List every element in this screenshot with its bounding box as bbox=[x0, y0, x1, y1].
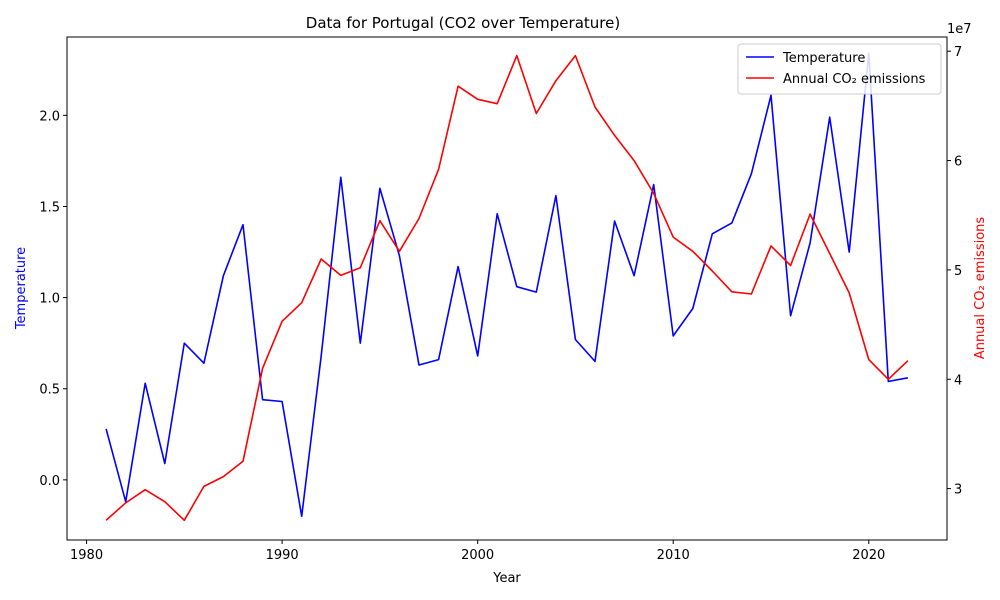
legend: Temperature Annual CO₂ emissions bbox=[737, 43, 942, 95]
y-axis-right-label: Annual CO₂ emissions bbox=[973, 217, 988, 360]
y-left-tick-label: 2.0 bbox=[39, 109, 60, 124]
x-axis-label: Year bbox=[492, 571, 521, 586]
left-axis: 0.0 0.5 1.0 1.5 2.0 bbox=[39, 109, 67, 489]
legend-label: Annual CO₂ emissions bbox=[783, 72, 926, 87]
y-right-tick-label: 6 bbox=[954, 155, 962, 170]
y-axis-right-offset-label: 1e7 bbox=[947, 22, 972, 37]
legend-box bbox=[737, 43, 942, 95]
plot-frame bbox=[66, 36, 948, 541]
plot-area bbox=[105, 52, 909, 522]
y-right-tick-label: 4 bbox=[954, 373, 962, 388]
y-right-tick-label: 5 bbox=[954, 264, 962, 279]
x-tick-label: 1990 bbox=[266, 548, 299, 563]
chart-title: Data for Portugal (CO2 over Temperature) bbox=[306, 14, 620, 32]
y-left-tick-label: 0.5 bbox=[39, 383, 60, 398]
x-tick-label: 2000 bbox=[461, 548, 494, 563]
series-line-co2 bbox=[105, 54, 909, 522]
y-left-tick-label: 0.0 bbox=[39, 474, 60, 489]
legend-label: Temperature bbox=[782, 51, 865, 66]
x-axis: 1980 1990 2000 2010 2020 bbox=[70, 540, 885, 563]
x-tick-label: 2020 bbox=[852, 548, 885, 563]
y-axis-left-label: Temperature bbox=[14, 247, 29, 330]
y-left-tick-label: 1.0 bbox=[39, 292, 60, 307]
x-tick-label: 2010 bbox=[657, 548, 690, 563]
series-line-temperature bbox=[105, 52, 909, 518]
right-axis: 3 4 5 6 7 bbox=[947, 45, 962, 498]
y-left-tick-label: 1.5 bbox=[39, 200, 60, 215]
y-right-tick-label: 3 bbox=[954, 483, 962, 498]
y-right-tick-label: 7 bbox=[954, 45, 962, 60]
x-tick-label: 1980 bbox=[70, 548, 103, 563]
